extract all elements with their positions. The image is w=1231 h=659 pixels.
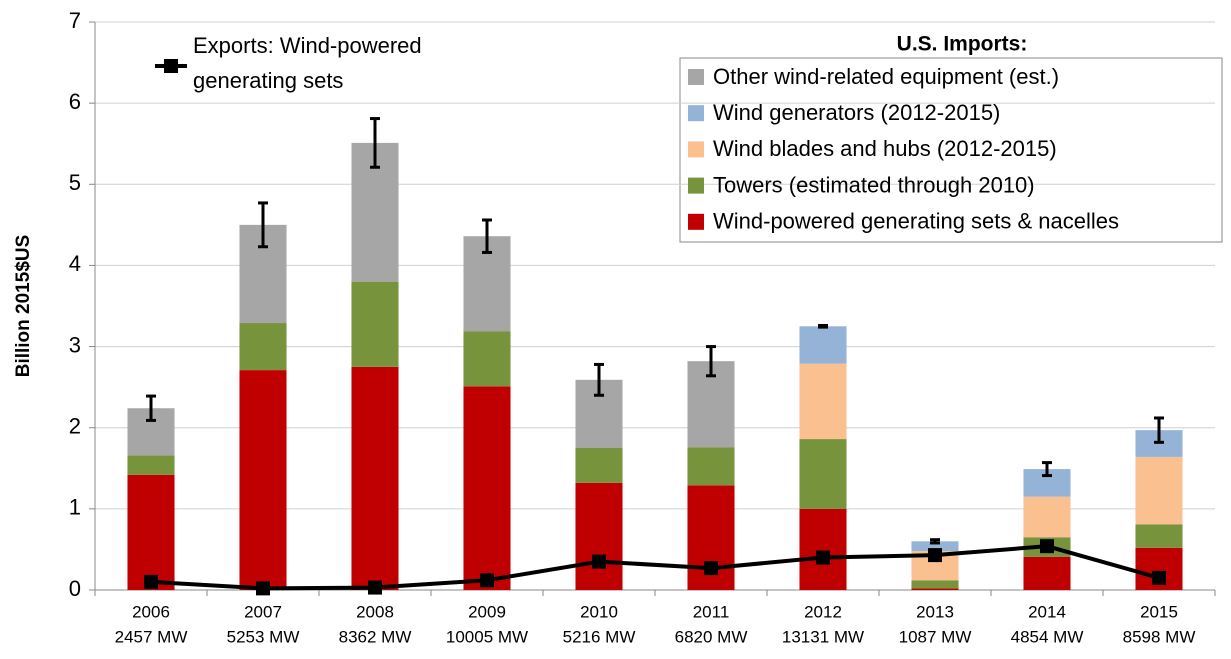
bar-segment <box>463 331 511 387</box>
legend-label: Wind-powered generating sets & nacelles <box>713 209 1119 234</box>
error-bar <box>370 117 380 169</box>
line-marker <box>368 580 382 595</box>
legend-swatch <box>688 177 704 194</box>
error-bar <box>258 201 268 249</box>
line-marker <box>704 561 718 576</box>
x-tick-label: 2007 <box>244 602 282 621</box>
bar-segment <box>1023 556 1071 590</box>
y-tick-label: 7 <box>69 8 81 33</box>
x-tick-sublabel: 2457 MW <box>115 627 188 646</box>
x-tick-sublabel: 4854 MW <box>1011 627 1084 646</box>
y-tick-label: 6 <box>69 89 81 114</box>
error-bar <box>930 538 940 545</box>
bar-segment <box>799 508 847 590</box>
x-tick-sublabel: 10005 MW <box>446 627 528 646</box>
error-bar <box>146 394 156 422</box>
x-tick-label: 2009 <box>468 602 506 621</box>
x-tick-sublabel: 13131 MW <box>782 627 864 646</box>
bar-segment <box>463 386 511 590</box>
line-marker <box>144 574 158 589</box>
legend-label-box: Exports: Wind-powered generating sets <box>193 33 422 93</box>
x-tick-sublabel: 5253 MW <box>227 627 300 646</box>
x-tick-label: 2010 <box>580 602 618 621</box>
x-tick-sublabel: 8598 MW <box>1123 627 1196 646</box>
bar-segment <box>799 439 847 509</box>
x-tick-label: 2008 <box>356 602 394 621</box>
legend-marker <box>164 59 178 73</box>
error-bar <box>1042 461 1052 478</box>
x-tick-sublabel: 1087 MW <box>899 627 972 646</box>
line <box>150 544 1160 591</box>
legend-label: Exports: Wind-powered generating sets <box>193 33 422 93</box>
error-bar <box>1154 416 1164 444</box>
bar-segment <box>1135 524 1183 548</box>
legend-swatch <box>688 105 704 122</box>
legend-box <box>679 57 1223 243</box>
bar-segment <box>911 541 959 552</box>
bar-segment <box>1023 496 1071 538</box>
bar-segment <box>687 447 735 486</box>
bar-segment <box>911 588 959 590</box>
line-marker <box>928 548 942 563</box>
y-tick-label: 4 <box>69 251 81 276</box>
line-marker <box>1040 539 1054 554</box>
line-marker <box>256 581 270 596</box>
x-tick-sublabel: 5216 MW <box>563 627 636 646</box>
bar-segment <box>127 455 175 475</box>
y-tick-label: 0 <box>69 576 81 601</box>
y-tick-label: 3 <box>69 332 81 357</box>
line-marker <box>480 573 494 588</box>
bar-segment <box>351 366 399 590</box>
x-tick-sublabel: 6820 MW <box>675 627 748 646</box>
legend-swatch <box>688 141 704 158</box>
x-tick-label: 2014 <box>1028 602 1066 621</box>
y-tick-label: 1 <box>69 495 81 520</box>
bar-segment <box>1135 456 1183 525</box>
x-tick-label: 2015 <box>1140 602 1178 621</box>
bar-segment <box>239 370 287 590</box>
error-bar <box>594 362 604 397</box>
bar-segment <box>799 326 847 364</box>
legend-swatch <box>688 69 704 85</box>
line-marker <box>1152 570 1166 585</box>
line-marker <box>592 554 606 569</box>
bar-segment <box>127 474 175 590</box>
legend-label: Towers (estimated through 2010) <box>713 172 1035 197</box>
y-tick-label: 2 <box>69 414 81 439</box>
x-tick-label: 2013 <box>916 602 954 621</box>
y-axis-title: Billion 2015$US <box>13 235 34 378</box>
bar-segment <box>911 580 959 589</box>
legend-label: Wind blades and hubs (2012-2015) <box>713 136 1057 161</box>
legend-title: U.S. Imports: <box>897 33 1028 56</box>
bar-segment <box>351 281 399 367</box>
error-bar <box>818 323 828 329</box>
legend-label: Other wind-related equipment (est.) <box>713 64 1059 89</box>
x-tick-sublabel: 8362 MW <box>339 627 412 646</box>
legend-swatch <box>688 213 704 230</box>
line-marker <box>816 550 830 565</box>
y-tick-label: 5 <box>69 170 81 195</box>
x-tick-label: 2011 <box>693 602 730 621</box>
error-bar <box>706 345 716 378</box>
bar-segment <box>575 448 623 483</box>
bar-segment <box>799 363 847 440</box>
error-bar <box>482 218 492 254</box>
x-tick-label: 2012 <box>804 602 842 621</box>
bar-segment <box>239 323 287 371</box>
legend-label: Wind generators (2012-2015) <box>713 100 1000 125</box>
bar-segment <box>575 482 623 590</box>
x-tick-label: 2006 <box>132 602 170 621</box>
